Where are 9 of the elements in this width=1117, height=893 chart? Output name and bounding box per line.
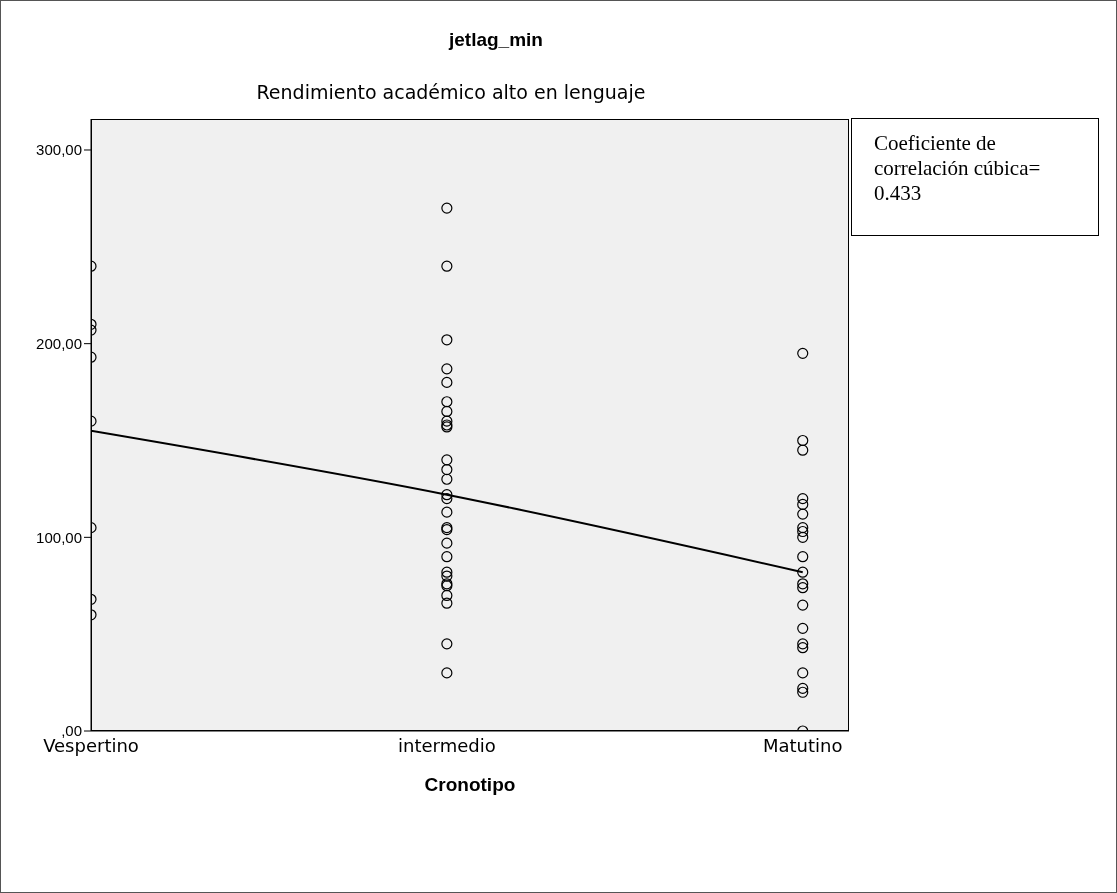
- x-axis-title: Cronotipo: [424, 774, 516, 795]
- x-tick-label: Matutino: [762, 734, 843, 756]
- x-tick-label: intermedio: [398, 734, 496, 756]
- text-box: Coeficiente de correlación cúbica= 0.433: [851, 118, 1099, 236]
- chart-title: jetlag_min: [447, 29, 544, 51]
- y-tick-label: 100,00: [36, 528, 82, 546]
- y-tick-label: 300,00: [36, 141, 82, 159]
- chart-subtitle: Rendimiento académico alto en lenguaje: [255, 81, 647, 103]
- y-tick-label: 200,00: [36, 334, 82, 352]
